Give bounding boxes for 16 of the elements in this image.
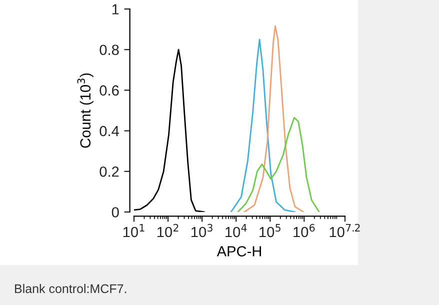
- x-axis-title: APC-H: [216, 246, 261, 256]
- y-axis-title: Count (10$^{3}$): [77, 73, 94, 148]
- y-tick-label: 0.4: [100, 126, 119, 136]
- x-tick-label: 10$^{4}$: [226, 224, 247, 238]
- x-tick-label: 10$^{7.2}$: [330, 224, 360, 238]
- y-tick-label: 0.6: [100, 85, 119, 96]
- y-tick-label: 0: [112, 207, 119, 218]
- x-tick-label: 10$^{5}$: [260, 224, 280, 238]
- text: Blank control:MCF7.: [15, 284, 126, 294]
- x-tick-label: 10$^{2}$: [157, 224, 178, 238]
- y-tick-label: 1: [112, 4, 119, 14]
- x-tick-label: 10$^{1}$: [123, 224, 144, 238]
- y-tick-label: 0.2: [100, 166, 119, 177]
- x-tick-label: 10$^{6}$: [294, 224, 315, 238]
- y-tick-label: 0.8: [100, 44, 119, 56]
- x-tick-label: 10$^{3}$: [192, 224, 212, 238]
